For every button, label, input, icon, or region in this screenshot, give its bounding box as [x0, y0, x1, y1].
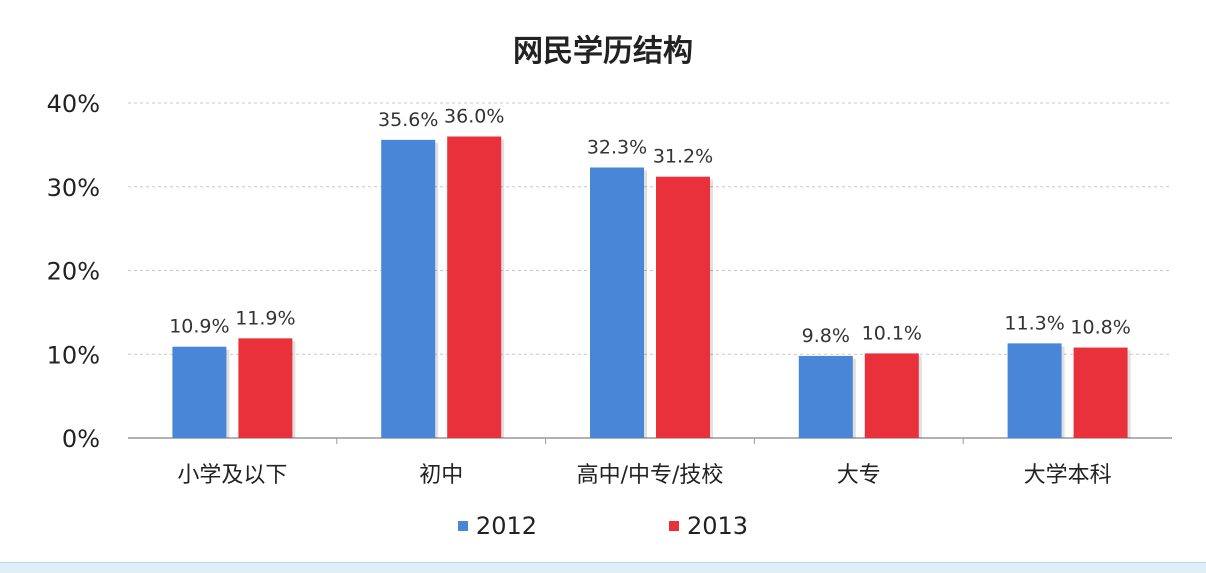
- data-label: 31.2%: [653, 146, 713, 168]
- y-tick-label: 0%: [62, 425, 100, 453]
- data-label: 32.3%: [587, 136, 647, 158]
- bar-2012: [798, 355, 853, 438]
- legend-label-2012: 2012: [475, 512, 537, 540]
- x-tick-label: 小学及以下: [177, 463, 287, 488]
- bar-2013: [656, 176, 710, 438]
- x-tick-label: 大专: [837, 463, 881, 488]
- bar-2013: [447, 136, 502, 438]
- bar-2012: [1007, 343, 1062, 438]
- data-label: 36.0%: [444, 106, 504, 128]
- bar-2012: [172, 346, 227, 438]
- data-label: 11.3%: [1004, 312, 1064, 334]
- data-label: 10.8%: [1070, 317, 1130, 339]
- legend-swatch-2013: [669, 521, 679, 531]
- legend: 2012 2013: [0, 512, 1206, 540]
- y-tick-label: 10%: [47, 341, 100, 369]
- bar-2013: [864, 353, 919, 438]
- bar-2013: [1073, 347, 1128, 438]
- chart-title: 网民学历结构: [513, 34, 693, 69]
- data-label: 11.9%: [235, 307, 295, 329]
- x-tick-label: 大学本科: [1024, 463, 1112, 488]
- x-tick-label: 初中: [419, 463, 463, 488]
- y-tick-label: 20%: [47, 258, 100, 286]
- legend-label-2013: 2013: [687, 512, 749, 540]
- bar-2012: [381, 139, 436, 438]
- data-label: 10.9%: [169, 316, 229, 338]
- data-label: 10.1%: [862, 322, 922, 344]
- data-label: 9.8%: [802, 325, 850, 347]
- bar-2013: [238, 338, 293, 438]
- bottom-border: [0, 562, 1206, 573]
- legend-item-2012: 2012: [457, 512, 537, 540]
- legend-swatch-2012: [457, 521, 468, 531]
- y-tick-label: 40%: [47, 90, 100, 118]
- x-tick-label: 高中/中专/技校: [577, 463, 724, 488]
- bar-2012: [590, 167, 644, 439]
- data-label: 35.6%: [378, 109, 438, 131]
- legend-item-2013: 2013: [669, 512, 748, 540]
- y-tick-label: 30%: [47, 174, 100, 202]
